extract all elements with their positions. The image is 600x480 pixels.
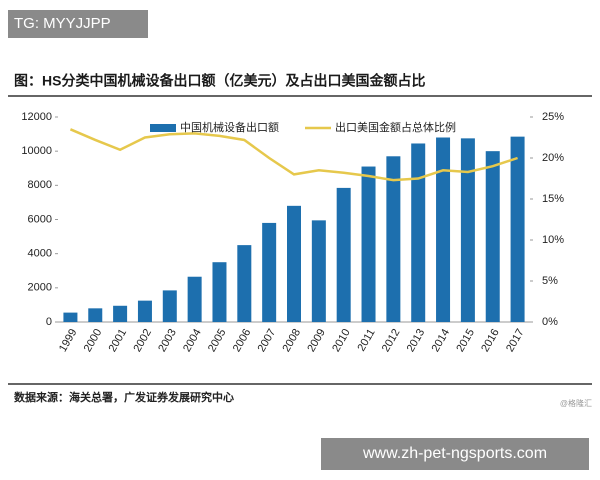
y-tick-label: 8000 <box>28 179 52 191</box>
banner: www.zh-pet-ngsports.com <box>321 438 589 470</box>
bar <box>137 300 152 322</box>
y2-tick-label: 25% <box>542 111 564 123</box>
x-tick-label: 2010 <box>330 327 353 354</box>
y-tick-label: 2000 <box>28 282 52 294</box>
x-tick-label: 2003 <box>156 327 179 354</box>
bar <box>63 312 78 322</box>
bar <box>262 222 277 322</box>
watermark: TG: MYYJJPP <box>8 10 148 38</box>
bar <box>311 220 326 322</box>
bar <box>113 305 128 322</box>
source: 数据来源：海关总署，广发证券发展研究中心 <box>14 390 234 404</box>
x-tick-label: 2013 <box>405 327 428 354</box>
y-tick-label: 0 <box>46 316 52 328</box>
x-tick-label: 2001 <box>107 327 130 354</box>
x-tick-label: 2005 <box>206 327 229 354</box>
bar <box>460 138 475 322</box>
bar <box>237 245 252 322</box>
x-tick-label: 2000 <box>82 327 105 354</box>
x-tick-label: 2004 <box>181 327 204 354</box>
bar <box>287 205 301 322</box>
y-tick-label: 12000 <box>21 111 52 123</box>
line <box>69 128 518 182</box>
x-tick-label: 1999 <box>57 327 80 354</box>
x-tick-label: 2006 <box>231 327 254 354</box>
y2-tick-label: 5% <box>542 275 558 287</box>
y2-tick-label: 10% <box>542 234 564 246</box>
legend-label: 出口美国金额占总体比例 <box>335 120 456 134</box>
x-tick-label: 2002 <box>131 327 154 354</box>
bar <box>436 137 451 322</box>
bar <box>386 156 401 322</box>
credit: @格隆汇 <box>560 398 592 408</box>
y2-tick-label: 15% <box>542 193 564 205</box>
bar <box>485 151 500 322</box>
x-tick-label: 2017 <box>504 327 527 354</box>
bar <box>212 262 227 322</box>
y-tick-label: 10000 <box>21 145 52 157</box>
x-tick-label: 2008 <box>280 327 303 354</box>
x-tick-label: 2011 <box>355 327 377 353</box>
x-tick-label: 2009 <box>305 327 328 354</box>
x-tick-label: 2016 <box>479 327 502 354</box>
legend-swatch <box>150 124 176 132</box>
legend-label: 中国机械设备出口额 <box>180 120 279 134</box>
bar <box>336 187 351 322</box>
x-tick-label: 2014 <box>430 327 453 354</box>
bar <box>361 166 376 322</box>
chart-title: 图：HS分类中国机械设备出口额（亿美元）及占出口美国金额占比 <box>14 73 425 89</box>
bar <box>88 308 103 322</box>
bar <box>162 290 177 322</box>
y2-tick-label: 0% <box>542 316 558 328</box>
bar <box>411 143 426 322</box>
y-tick-label: 4000 <box>28 248 52 260</box>
x-tick-label: 2012 <box>380 327 403 354</box>
x-tick-label: 2015 <box>454 327 477 354</box>
y-tick-label: 6000 <box>28 213 52 225</box>
bar <box>187 276 202 322</box>
x-tick-label: 2007 <box>256 327 279 354</box>
bar <box>510 136 525 322</box>
y2-tick-label: 20% <box>542 152 564 164</box>
